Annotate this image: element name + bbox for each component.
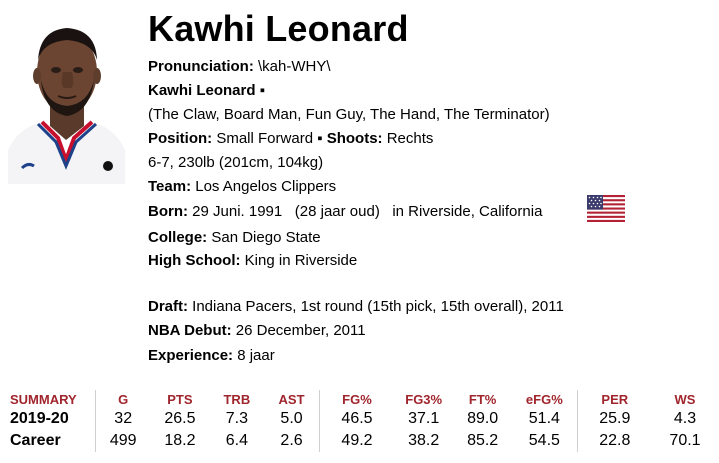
- college-line: College: San Diego State: [148, 229, 321, 247]
- pronunciation-line: Pronunciation: \kah-WHY\: [148, 58, 331, 76]
- debut-label: NBA Debut:: [148, 322, 232, 339]
- player-name: Kawhi Leonard: [148, 8, 409, 49]
- team-value: Los Angelos Clippers: [195, 178, 337, 195]
- pronunciation-value: \kah-WHY\: [258, 58, 331, 75]
- table-row: Career 499 18.2 6.4 2.6 49.2 38.2 85.2 5…: [0, 430, 719, 452]
- stat-cell: 85.2: [467, 432, 499, 449]
- player-photo: [8, 10, 125, 184]
- bullet-separator: ▪: [317, 130, 323, 147]
- fullname-line: Kawhi Leonard ▪: [148, 82, 265, 100]
- born-line: Born: 29 Juni. 1991 (28 jaar oud) in Riv…: [148, 203, 542, 221]
- row-label: Career: [0, 430, 97, 452]
- col-header-g: G: [118, 391, 129, 407]
- debut-line: NBA Debut: 26 December, 2011: [148, 322, 366, 340]
- college-value: San Diego State: [211, 229, 321, 246]
- experience-label: Experience:: [148, 347, 234, 364]
- col-header-efg: eFG%: [511, 390, 579, 408]
- fullname: Kawhi Leonard: [148, 82, 256, 99]
- position-line: Position: Small Forward ▪ Shoots: Rechts: [148, 130, 433, 148]
- stat-cell: 18.2: [164, 432, 196, 449]
- position-value: Small Forward: [216, 130, 314, 147]
- col-header-fg3: FG3%: [405, 391, 443, 407]
- stat-cell: 26.5: [164, 410, 196, 427]
- highschool-label: High School:: [148, 252, 241, 269]
- stats-header-row: SUMMARY G PTS TRB AST FG% FG3% FT% eFG% …: [0, 390, 719, 408]
- nicknames: (The Claw, Board Man, Fun Guy, The Hand,…: [148, 106, 550, 123]
- stat-cell: 25.9: [599, 410, 631, 427]
- born-state: California: [479, 203, 543, 220]
- us-flag-icon: [587, 195, 625, 222]
- size: 6-7, 230lb (201cm, 104kg): [148, 154, 324, 171]
- college-label: College:: [148, 229, 208, 246]
- position-label: Position:: [148, 130, 213, 147]
- debut-value: 26 December, 2011: [235, 322, 366, 339]
- highschool-value: King in Riverside: [244, 252, 358, 269]
- col-header-ast: AST: [263, 390, 321, 408]
- col-header-pts: PTS: [167, 391, 193, 407]
- stat-cell: 2.6: [263, 430, 321, 452]
- born-label: Born:: [148, 203, 188, 220]
- col-header-summary: SUMMARY: [0, 390, 97, 408]
- stat-cell: 46.5: [341, 410, 373, 427]
- stat-cell: 4.3: [673, 410, 697, 427]
- shoots-value: Rechts: [386, 130, 434, 147]
- draft-line: Draft: Indiana Pacers, 1st round (15th p…: [148, 298, 564, 316]
- stats-summary-table: SUMMARY G PTS TRB AST FG% FG3% FT% eFG% …: [0, 390, 719, 452]
- draft-value: Indiana Pacers, 1st round (15th pick, 15…: [192, 298, 528, 315]
- stat-cell: 38.2: [408, 432, 440, 449]
- col-header-per: PER: [601, 391, 629, 407]
- shoots-label: Shoots:: [326, 130, 383, 147]
- stat-cell: 6.4: [225, 432, 248, 449]
- highschool-line: High School: King in Riverside: [148, 252, 357, 270]
- team-line: Team: Los Angelos Clippers: [148, 178, 336, 196]
- stat-cell: 37.1: [408, 410, 440, 427]
- stat-cell: 89.0: [467, 410, 499, 427]
- draft-year: 2011: [531, 298, 564, 315]
- col-header-trb: TRB: [223, 391, 251, 407]
- experience-value: 8 jaar: [237, 347, 275, 364]
- born-age: (28 jaar oud): [294, 203, 380, 220]
- stat-cell: 32: [114, 410, 133, 427]
- col-header-fg: FG%: [342, 391, 372, 407]
- born-date: 29 Juni. 1991: [192, 203, 283, 220]
- row-label: 2019-20: [0, 408, 97, 430]
- stat-cell: 54.5: [511, 430, 579, 452]
- col-header-ft: FT%: [468, 391, 497, 407]
- stat-cell: 51.4: [511, 408, 579, 430]
- stat-cell: 22.8: [599, 432, 631, 449]
- stat-cell: 49.2: [341, 432, 373, 449]
- table-row: 2019-20 32 26.5 7.3 5.0 46.5 37.1 89.0 5…: [0, 408, 719, 430]
- pronunciation-label: Pronunciation:: [148, 58, 254, 75]
- draft-label: Draft:: [148, 298, 188, 315]
- col-header-ws: WS: [674, 391, 696, 407]
- stat-cell: 70.1: [669, 432, 701, 449]
- experience-line: Experience: 8 jaar: [148, 347, 275, 365]
- bullet-separator: ▪: [259, 82, 266, 99]
- stat-cell: 7.3: [225, 410, 248, 427]
- stat-cell: 5.0: [263, 408, 321, 430]
- team-label: Team:: [148, 178, 192, 195]
- stat-cell: 499: [109, 432, 137, 449]
- born-place: in Riverside,: [392, 203, 475, 220]
